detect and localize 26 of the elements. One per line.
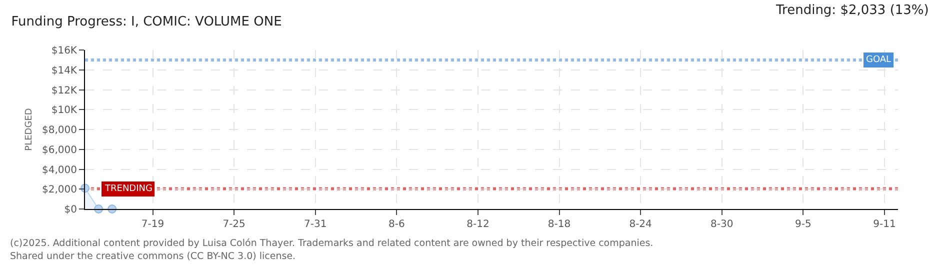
ref-line-label: GOAL — [866, 55, 892, 65]
x-tick-label: 8-30 — [710, 219, 734, 230]
x-tick-label: 9-5 — [794, 219, 812, 230]
x-tick-label: 8-6 — [388, 219, 405, 230]
y-tick-label: $2,000 — [42, 184, 77, 196]
x-tick-label: 8-12 — [466, 219, 490, 230]
y-tick-label: $10K — [51, 105, 78, 116]
x-tick-label: 8-24 — [629, 219, 652, 230]
ref-line-label: TRENDING — [104, 184, 152, 194]
x-tick-label: 7-31 — [304, 219, 327, 230]
y-tick-label: $8,000 — [42, 125, 77, 136]
text: (c)2025. Additional content provided by Luisa Colón Thayer. Trademarks and related content are owned by their respective companies. — [10, 238, 654, 249]
y-axis-title: PLEDGED — [24, 108, 34, 151]
text: Shared under the creative commons (CC BY-NC 3.0) license. — [10, 251, 296, 262]
x-tick-label: 7-25 — [222, 219, 246, 230]
chart-title: Funding Progress: I, COMIC: VOLUME ONE — [11, 14, 282, 30]
x-tick-label: 7-19 — [141, 219, 164, 230]
x-tick-label: 9-11 — [873, 219, 896, 230]
y-tick-label: $12K — [51, 85, 78, 96]
y-tick-label: $14K — [51, 65, 78, 76]
y-tick-label: $6,000 — [42, 144, 77, 156]
y-tick-label: $0 — [64, 204, 77, 216]
y-tick-label: $16K — [51, 46, 78, 56]
x-tick-label: 8-18 — [548, 219, 571, 230]
chart-subtitle: Trending: $2,033 (13%) — [775, 3, 929, 18]
y-tick-label: $4,000 — [42, 164, 77, 176]
